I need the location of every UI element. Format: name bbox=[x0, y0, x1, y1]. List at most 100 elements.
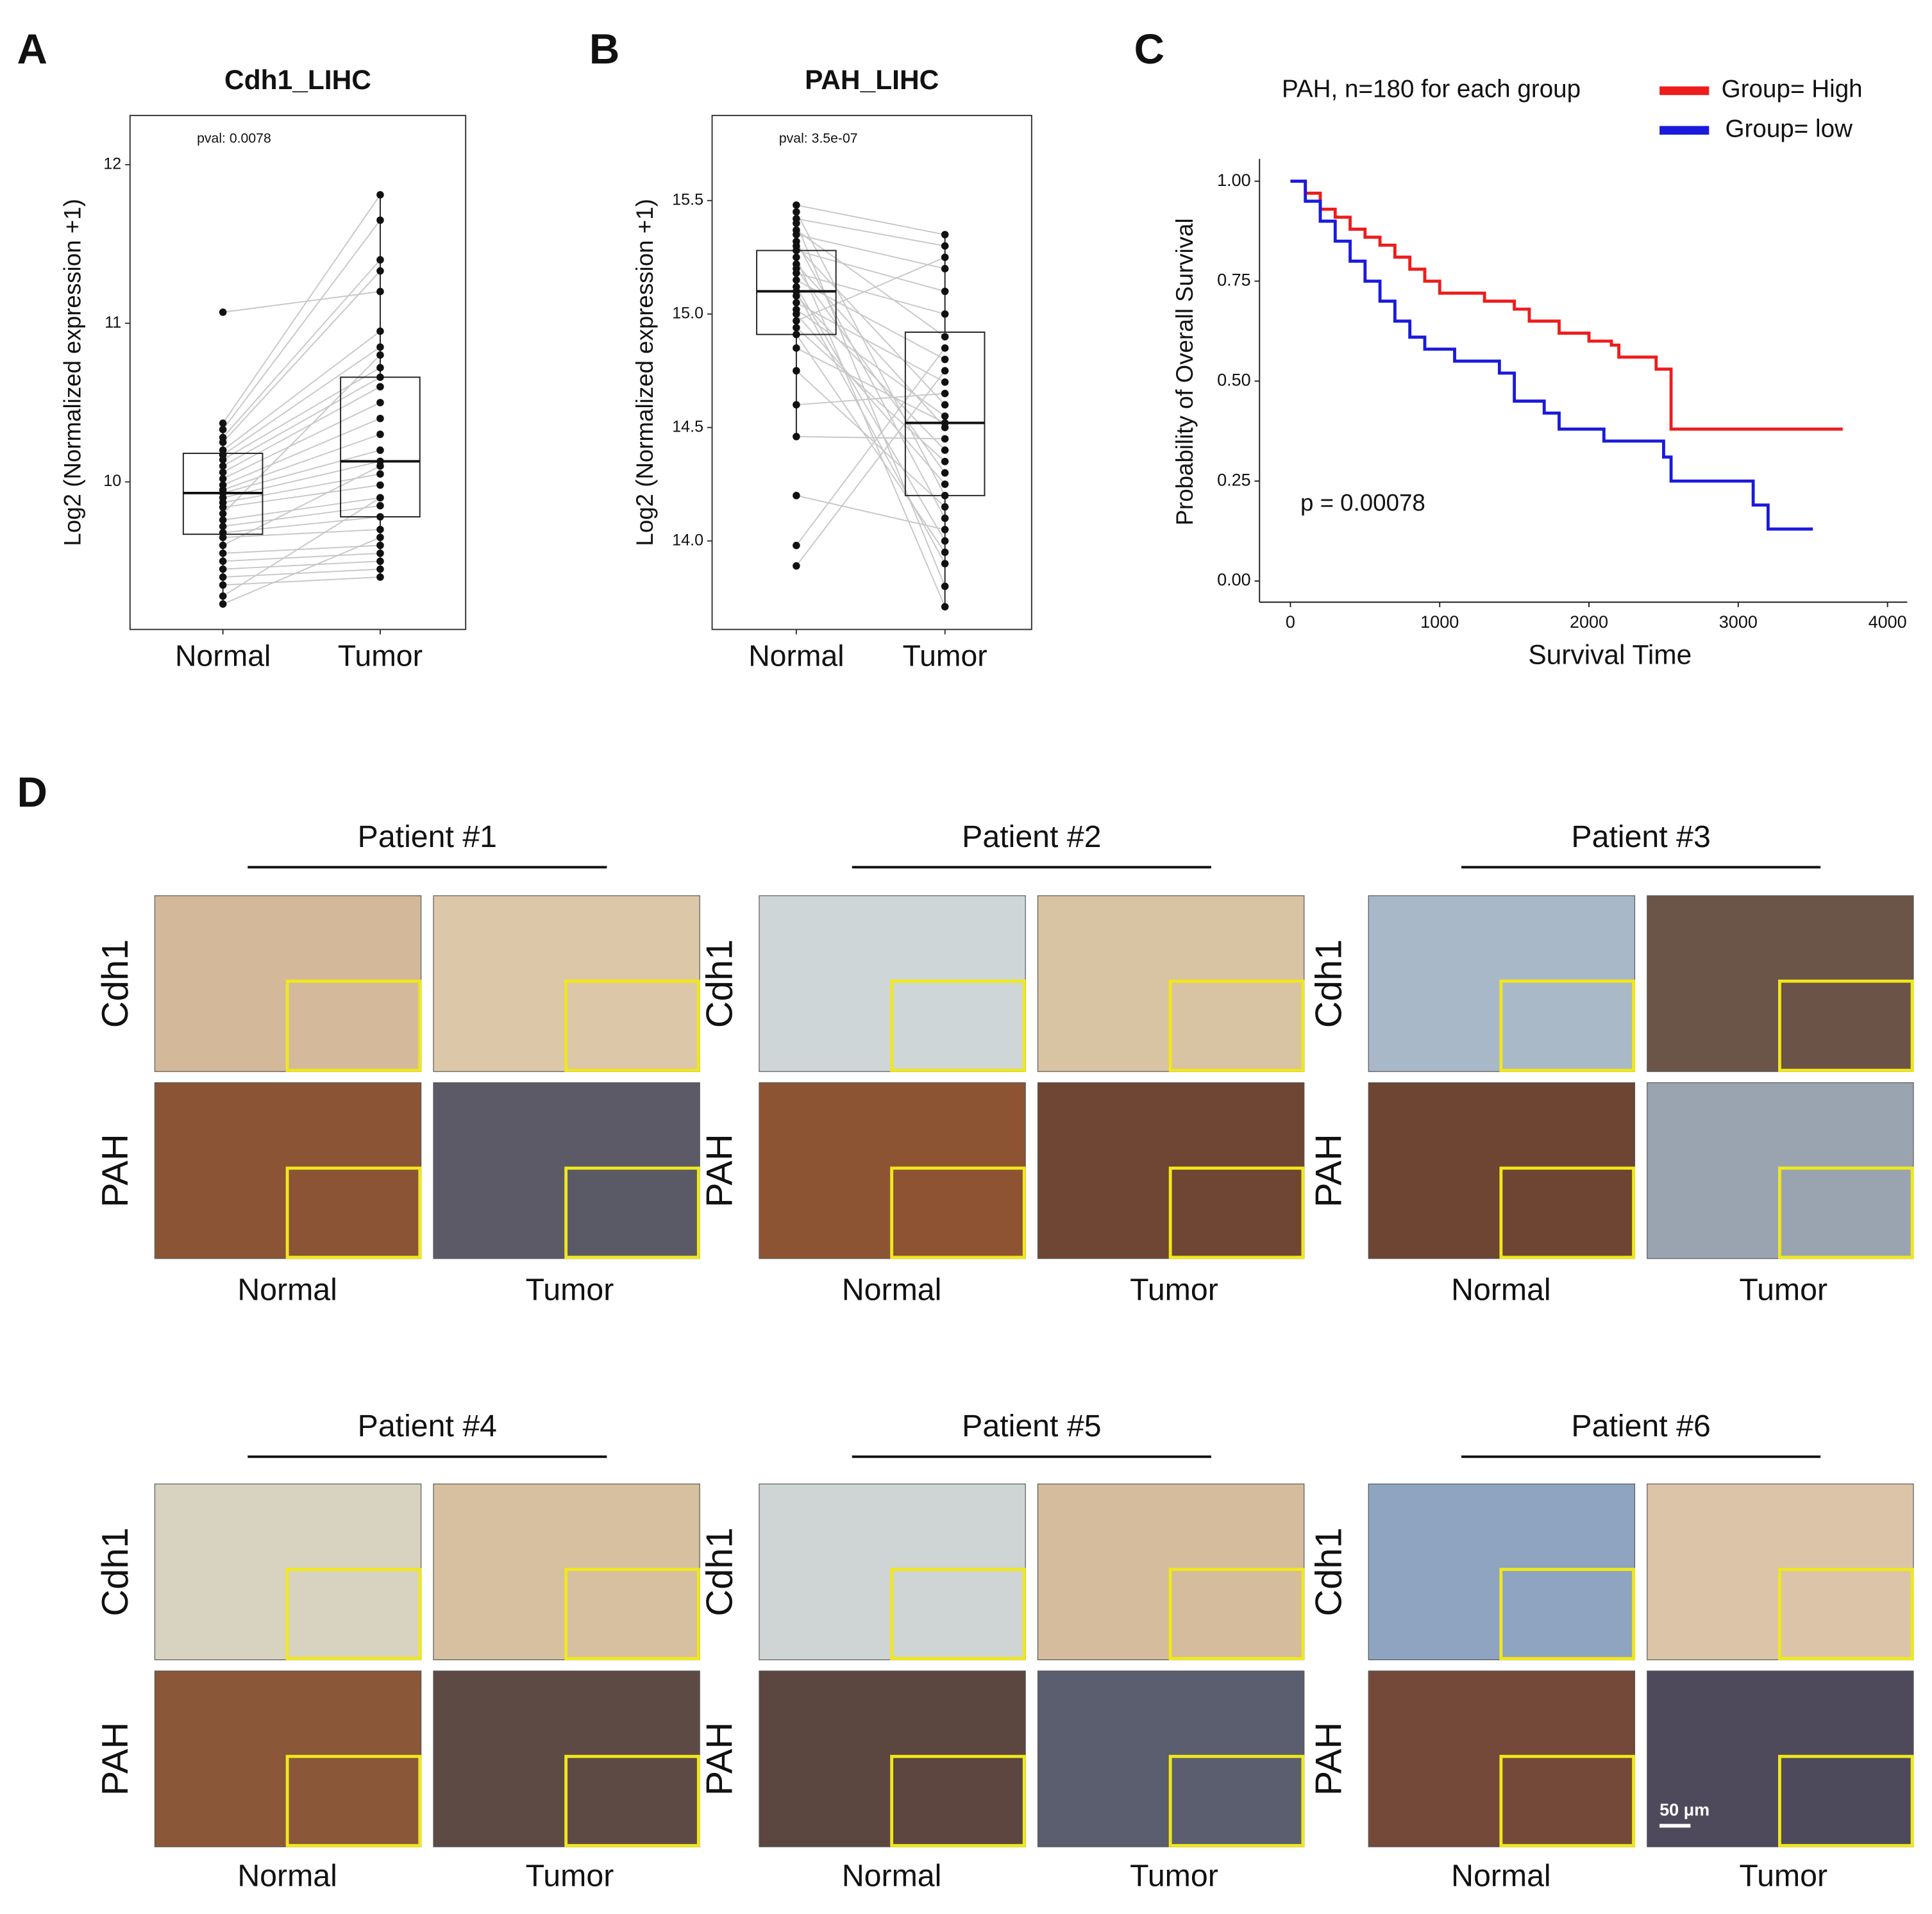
row-label: Cdh1 bbox=[95, 939, 136, 1028]
panel-letter: D bbox=[17, 769, 47, 816]
point bbox=[376, 533, 384, 541]
column-label: Normal bbox=[237, 1273, 337, 1307]
pair-line bbox=[223, 330, 381, 451]
row-label: PAH bbox=[95, 1722, 136, 1796]
y-tick-label: 0.25 bbox=[1217, 470, 1251, 489]
pair-line bbox=[223, 516, 381, 533]
point bbox=[793, 317, 800, 325]
survival-curve bbox=[1290, 180, 1813, 531]
point bbox=[941, 401, 949, 409]
pair-line bbox=[796, 370, 946, 508]
point bbox=[793, 231, 800, 239]
y-axis-label: Probability of Overall Survival bbox=[1172, 218, 1198, 525]
point bbox=[219, 541, 227, 550]
point bbox=[793, 246, 800, 255]
pair-line bbox=[222, 259, 381, 438]
zoom-inset bbox=[1168, 1754, 1305, 1847]
point bbox=[941, 492, 949, 499]
point bbox=[793, 310, 800, 318]
point bbox=[376, 501, 384, 510]
point bbox=[219, 565, 227, 573]
point bbox=[793, 208, 800, 216]
zoom-inset bbox=[564, 1754, 700, 1847]
pair-line bbox=[796, 308, 946, 417]
pair-line bbox=[796, 494, 945, 530]
patient-label: Patient #6 bbox=[1571, 1409, 1710, 1443]
column-label: Tumor bbox=[1130, 1858, 1218, 1893]
point bbox=[941, 253, 949, 262]
point bbox=[376, 383, 384, 390]
pair-line bbox=[796, 347, 946, 424]
annotation: pval: 3.5e-07 bbox=[779, 130, 858, 146]
scale-bar-label: 50 μm bbox=[1659, 1800, 1709, 1819]
pair-line bbox=[222, 354, 381, 514]
y-tick-label: 11 bbox=[105, 314, 121, 332]
point bbox=[793, 219, 800, 227]
x-tick-label: 0 bbox=[1286, 612, 1295, 632]
point bbox=[219, 468, 227, 476]
panel-letter: C bbox=[1134, 26, 1164, 72]
point bbox=[376, 470, 384, 478]
point bbox=[941, 333, 949, 340]
y-tick-label: 14.0 bbox=[672, 531, 703, 549]
y-tick-label: 10 bbox=[103, 472, 121, 490]
x-tick-label: 2000 bbox=[1570, 612, 1608, 632]
panel-letter: B bbox=[589, 26, 619, 72]
x-axis-label: Survival Time bbox=[1528, 640, 1692, 670]
point bbox=[219, 581, 227, 589]
pair-line bbox=[796, 279, 946, 360]
pair-line bbox=[223, 433, 381, 491]
point bbox=[219, 510, 227, 517]
pair-line bbox=[223, 568, 380, 578]
patient-label: Patient #2 bbox=[962, 819, 1101, 854]
pair-line bbox=[796, 212, 946, 496]
row-label: PAH bbox=[1309, 1722, 1350, 1796]
zoom-inset bbox=[890, 1568, 1026, 1661]
point bbox=[793, 253, 800, 262]
point bbox=[941, 457, 949, 466]
point bbox=[219, 438, 227, 446]
pair-line bbox=[796, 327, 946, 462]
pair-line bbox=[223, 497, 381, 597]
point bbox=[219, 516, 227, 524]
column-label: Tumor bbox=[1130, 1273, 1218, 1307]
column-label: Normal bbox=[237, 1858, 337, 1893]
point bbox=[941, 526, 949, 533]
point bbox=[793, 276, 800, 284]
point bbox=[376, 351, 384, 359]
point bbox=[376, 565, 384, 573]
zoom-inset bbox=[890, 1166, 1026, 1259]
point bbox=[376, 373, 384, 382]
x-tick-label: Normal bbox=[175, 639, 271, 672]
zoom-inset bbox=[1499, 979, 1635, 1072]
point bbox=[941, 287, 949, 296]
chart-title: PAH, n=180 for each group bbox=[1282, 76, 1581, 103]
x-tick-label: 3000 bbox=[1719, 612, 1758, 632]
zoom-inset bbox=[1778, 979, 1914, 1072]
point bbox=[219, 592, 227, 600]
row-label: PAH bbox=[699, 1722, 740, 1796]
plot-frame bbox=[129, 115, 467, 630]
pair-line bbox=[223, 552, 380, 562]
row-label: PAH bbox=[699, 1134, 740, 1207]
pair-line bbox=[796, 245, 946, 405]
patient-label: Patient #4 bbox=[358, 1409, 497, 1443]
zoom-inset bbox=[564, 1166, 700, 1259]
point bbox=[219, 503, 227, 511]
zoom-inset bbox=[1778, 1166, 1914, 1259]
zoom-inset bbox=[890, 979, 1026, 1072]
point bbox=[376, 399, 384, 407]
pair-line bbox=[223, 576, 380, 586]
pair-line bbox=[796, 230, 946, 337]
pair-line bbox=[222, 194, 381, 424]
column-label: Tumor bbox=[526, 1858, 614, 1893]
pair-line bbox=[223, 346, 381, 456]
zoom-inset bbox=[1499, 1754, 1635, 1847]
point bbox=[793, 201, 800, 209]
y-tick-label: 12 bbox=[103, 155, 121, 172]
point bbox=[376, 481, 384, 489]
plot-frame bbox=[711, 115, 1032, 630]
y-tick-label: 1.00 bbox=[1217, 171, 1251, 190]
point bbox=[376, 462, 384, 470]
zoom-inset bbox=[1499, 1166, 1635, 1259]
